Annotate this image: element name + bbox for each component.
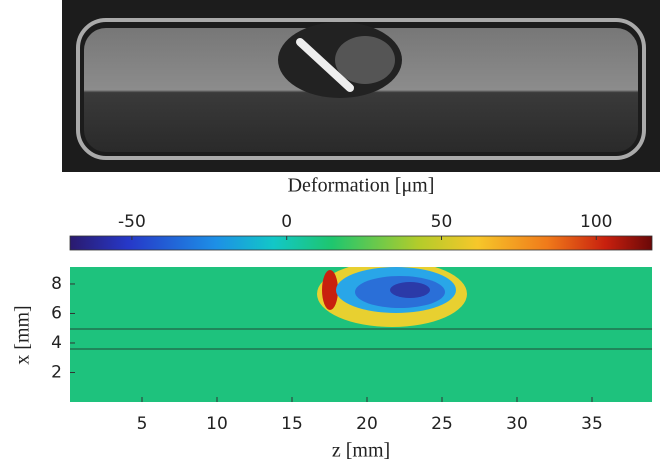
y-tick-label: 8 xyxy=(51,274,62,294)
colorbar xyxy=(69,235,653,251)
mri-image xyxy=(62,0,660,172)
y-tick-label: 6 xyxy=(51,303,62,323)
colorbar-tick-label: 100 xyxy=(580,212,612,232)
colorbar-tick-label: 50 xyxy=(431,212,453,232)
x-tick-label: 5 xyxy=(137,414,148,434)
x-tick-label: 25 xyxy=(431,414,453,434)
deformation-map xyxy=(70,267,652,402)
x-tick-label: 10 xyxy=(206,414,228,434)
x-tick-label: 30 xyxy=(506,414,528,434)
colorbar-tick-label: 0 xyxy=(281,212,292,232)
x-tick-label: 20 xyxy=(356,414,378,434)
colorbar-label: Deformation [μm] xyxy=(288,175,435,197)
x-tick-label: 35 xyxy=(581,414,603,434)
colorbar-tick-label: -50 xyxy=(118,212,146,232)
y-axis-label: x [mm] xyxy=(12,305,34,364)
y-tick-label: 2 xyxy=(51,362,62,382)
x-axis-label: z [mm] xyxy=(332,440,390,462)
y-tick-label: 4 xyxy=(51,333,62,353)
x-tick-label: 15 xyxy=(281,414,303,434)
